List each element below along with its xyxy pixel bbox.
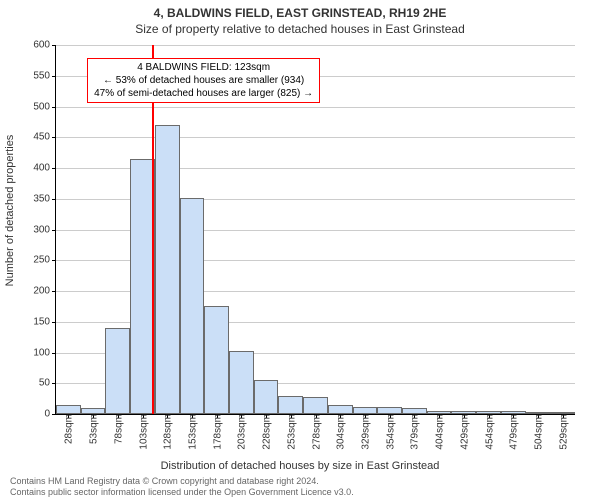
ytick-label: 500: [33, 101, 56, 112]
ytick-label: 600: [33, 40, 56, 51]
footer-line-2: Contains public sector information licen…: [10, 487, 354, 498]
ytick-label: 300: [33, 224, 56, 235]
xtick-label: 529sqm: [556, 414, 569, 450]
xtick-label: 153sqm: [185, 414, 198, 450]
xtick-label: 28sqm: [62, 414, 75, 444]
ytick-label: 350: [33, 193, 56, 204]
ytick-label: 250: [33, 255, 56, 266]
gridline: [56, 107, 575, 108]
histogram-bar: [353, 407, 378, 414]
ytick-label: 400: [33, 163, 56, 174]
histogram-bar: [155, 125, 180, 414]
xtick-label: 354sqm: [383, 414, 396, 450]
ytick-label: 550: [33, 70, 56, 81]
xtick-label: 103sqm: [136, 414, 149, 450]
chart-title-sub: Size of property relative to detached ho…: [0, 20, 600, 36]
xtick-label: 479sqm: [507, 414, 520, 450]
xtick-label: 404sqm: [433, 414, 446, 450]
ytick-label: 50: [39, 378, 56, 389]
xtick-label: 128sqm: [161, 414, 174, 450]
xtick-label: 78sqm: [111, 414, 124, 444]
histogram-bar: [328, 405, 353, 414]
xtick-label: 329sqm: [358, 414, 371, 450]
annotation-line-2: ← 53% of detached houses are smaller (93…: [94, 74, 313, 87]
annotation-box: 4 BALDWINS FIELD: 123sqm← 53% of detache…: [87, 58, 320, 103]
plot-area: 05010015020025030035040045050055060028sq…: [55, 45, 575, 415]
xtick-label: 429sqm: [457, 414, 470, 450]
xtick-label: 53sqm: [87, 414, 100, 444]
gridline: [56, 137, 575, 138]
xtick-label: 304sqm: [334, 414, 347, 450]
xtick-label: 504sqm: [531, 414, 544, 450]
gridline: [56, 45, 575, 46]
chart-container: 05010015020025030035040045050055060028sq…: [55, 45, 575, 415]
xtick-label: 178sqm: [210, 414, 223, 450]
histogram-bar: [303, 397, 328, 414]
footer-attribution: Contains HM Land Registry data © Crown c…: [10, 476, 354, 498]
histogram-bar: [377, 407, 402, 414]
histogram-bar: [105, 328, 130, 414]
xtick-label: 228sqm: [260, 414, 273, 450]
x-axis-label: Distribution of detached houses by size …: [161, 460, 440, 472]
histogram-bar: [56, 405, 81, 414]
histogram-bar: [204, 306, 229, 414]
histogram-bar: [180, 198, 205, 414]
xtick-label: 203sqm: [235, 414, 248, 450]
annotation-line-1: 4 BALDWINS FIELD: 123sqm: [94, 61, 313, 74]
histogram-bar: [278, 396, 303, 414]
xtick-label: 253sqm: [284, 414, 297, 450]
xtick-label: 454sqm: [482, 414, 495, 450]
footer-line-1: Contains HM Land Registry data © Crown c…: [10, 476, 354, 487]
ytick-label: 0: [44, 409, 56, 420]
ytick-label: 100: [33, 347, 56, 358]
ytick-label: 150: [33, 316, 56, 327]
xtick-label: 379sqm: [408, 414, 421, 450]
ytick-label: 450: [33, 132, 56, 143]
chart-title-main: 4, BALDWINS FIELD, EAST GRINSTEAD, RH19 …: [0, 0, 600, 20]
y-axis-label: Number of detached properties: [4, 135, 16, 287]
xtick-label: 278sqm: [309, 414, 322, 450]
histogram-bar: [254, 380, 279, 414]
histogram-bar: [229, 351, 254, 414]
ytick-label: 200: [33, 286, 56, 297]
annotation-line-3: 47% of semi-detached houses are larger (…: [94, 87, 313, 100]
